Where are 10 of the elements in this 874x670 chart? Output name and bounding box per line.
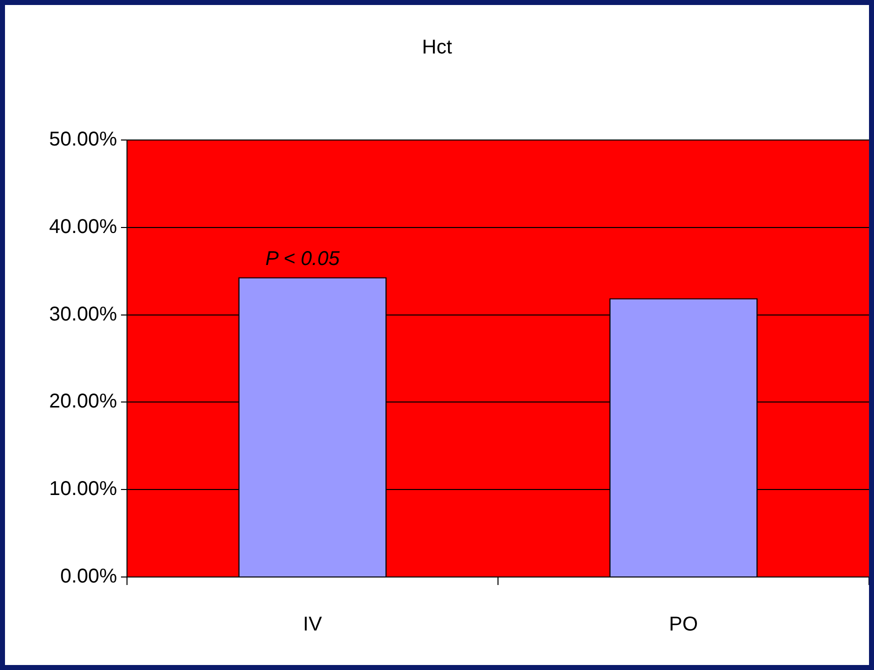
y-tick-label: 0.00% — [60, 566, 118, 588]
y-tick-label: 40.00% — [49, 216, 118, 238]
y-tick-label: 30.00% — [49, 303, 118, 326]
annotation: P < 0.05 — [265, 248, 341, 270]
x-tick-label: PO — [669, 614, 698, 636]
x-tick-label: IV — [303, 614, 323, 636]
chart-title: Hct — [422, 36, 452, 59]
y-tick-label: 10.00% — [49, 478, 118, 500]
y-tick-label: 50.00% — [49, 128, 118, 151]
y-tick-label: 20.00% — [49, 390, 118, 413]
